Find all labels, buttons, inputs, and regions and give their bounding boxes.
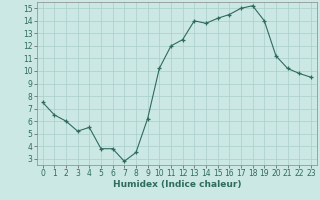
- X-axis label: Humidex (Indice chaleur): Humidex (Indice chaleur): [113, 180, 241, 189]
